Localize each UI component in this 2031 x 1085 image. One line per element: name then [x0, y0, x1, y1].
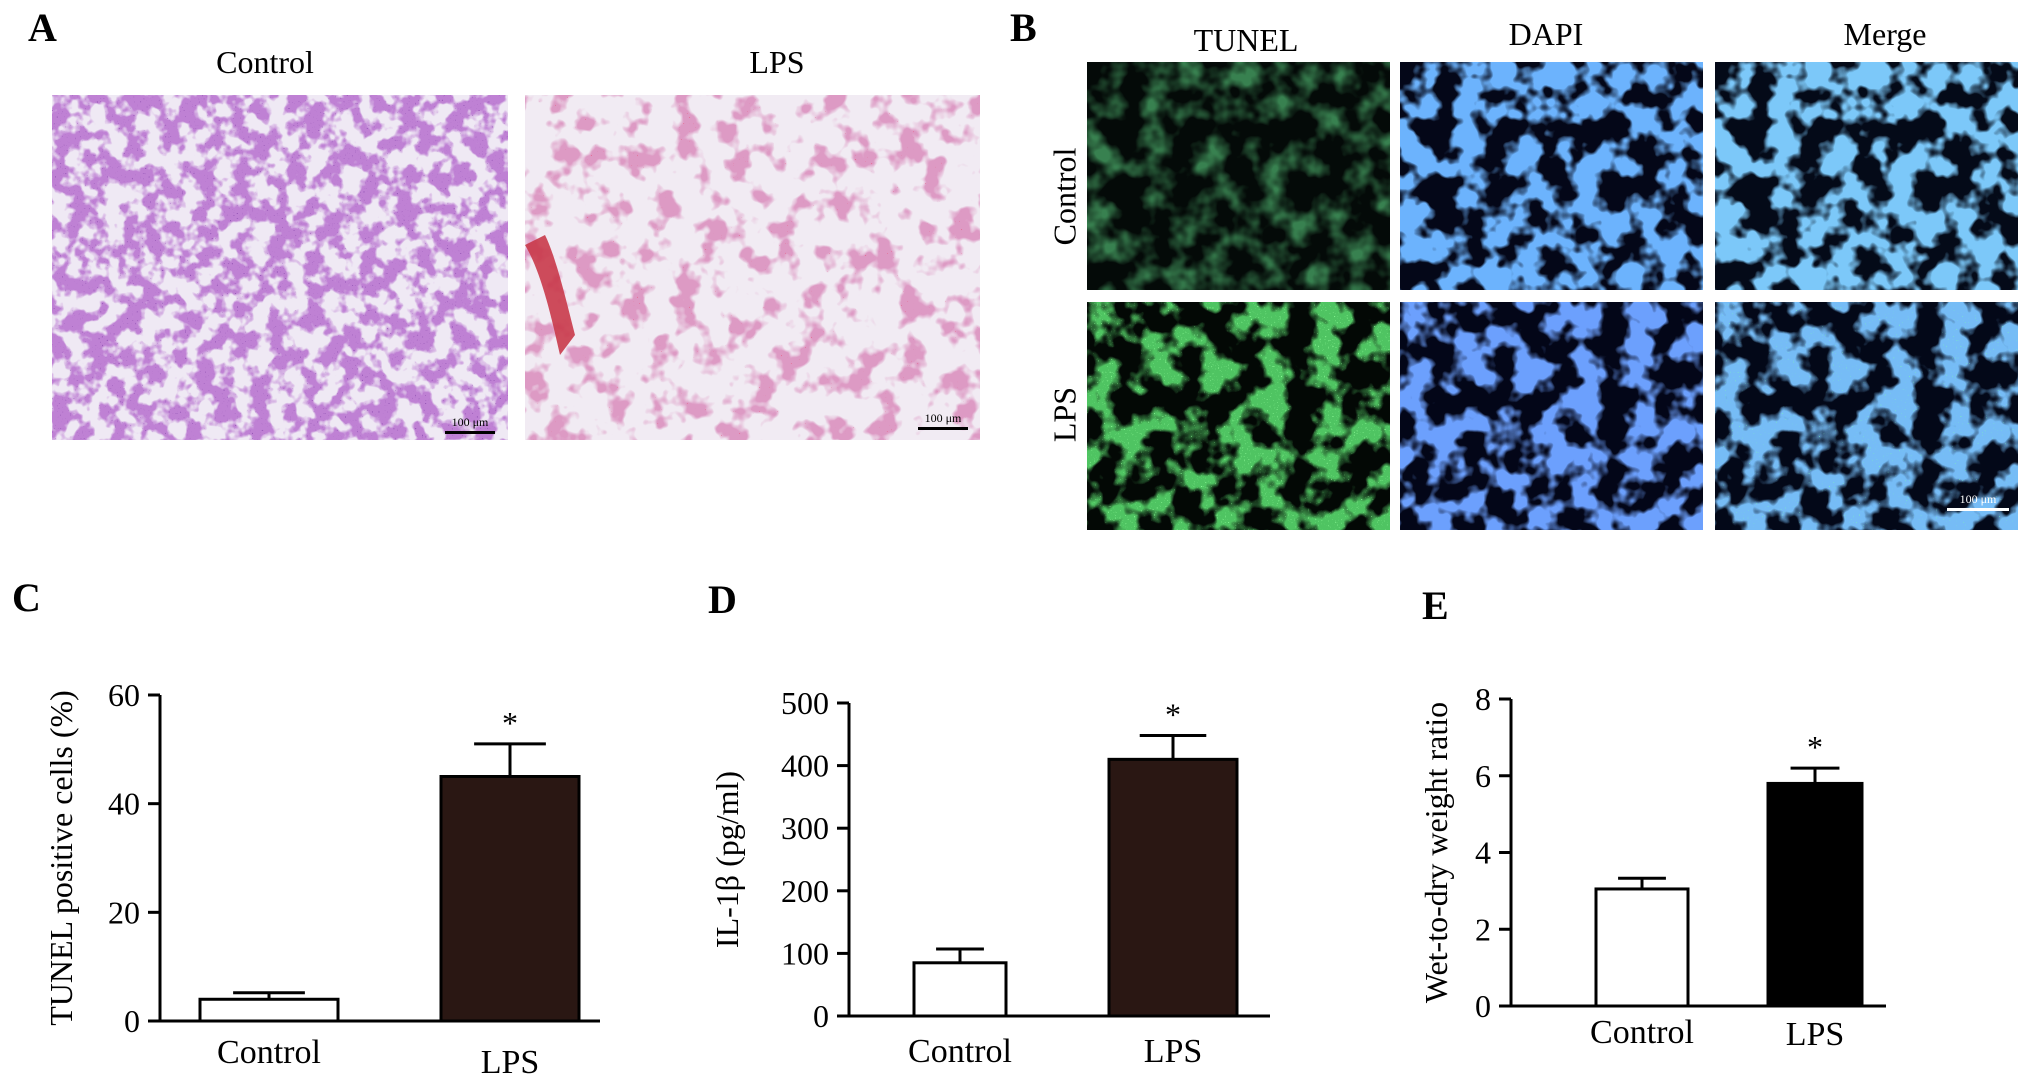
y-axis-label: IL-1β (pg/ml) — [709, 771, 745, 948]
fluor-dapi-lps — [1400, 302, 1703, 530]
y-tick-label: 0 — [124, 1003, 140, 1039]
y-axis-label: Wet-to-dry weight ratio — [1418, 702, 1454, 1003]
bar — [1766, 781, 1864, 1008]
scale-bar-line — [918, 427, 968, 430]
y-tick-label: 60 — [108, 677, 140, 713]
fluor-merge-lps: 100 μm — [1715, 302, 2018, 530]
significance-label: * — [1807, 729, 1823, 765]
y-tick-label: 6 — [1475, 758, 1491, 794]
scale-bar-line — [1947, 508, 2009, 511]
panel-letter-c: C — [12, 575, 41, 620]
y-tick-label: 200 — [781, 873, 829, 909]
y-tick-label: 100 — [781, 935, 829, 971]
fluor-header-dapi: DAPI — [1508, 16, 1584, 52]
fluor-dapi-control — [1400, 62, 1703, 290]
x-tick-label: Control — [1590, 1014, 1694, 1051]
bar — [1107, 757, 1239, 1018]
fluor-merge-control — [1715, 62, 2018, 290]
bar — [912, 961, 1008, 1018]
y-tick-label: 0 — [1475, 988, 1491, 1024]
fluor-tunel-lps-svg — [1087, 302, 1390, 530]
panel-letter-d: D — [708, 577, 737, 622]
fluor-header-tunel: TUNEL — [1193, 22, 1299, 58]
y-tick-label: 300 — [781, 810, 829, 846]
y-axis-label: TUNEL positive cells (%) — [43, 690, 79, 1026]
he-lps-svg — [525, 95, 980, 440]
y-tick-label: 20 — [108, 894, 140, 930]
he-header-control: Control — [216, 44, 314, 80]
he-image-lps: 100 μm — [525, 95, 980, 440]
he-image-control: 100 μm — [52, 95, 508, 440]
y-tick-label: 2 — [1475, 911, 1491, 947]
scale-bar-line — [445, 431, 495, 434]
x-tick-label: LPS — [481, 1044, 540, 1081]
scale-bar-a-control: 100 μm — [442, 415, 498, 434]
panel-letter-e: E — [1422, 583, 1449, 628]
x-tick-label: Control — [217, 1034, 321, 1071]
scale-bar-a-lps: 100 μm — [915, 411, 971, 430]
he-control-svg — [52, 95, 508, 440]
y-tick-label: 0 — [813, 998, 829, 1034]
he-header-lps: LPS — [749, 44, 805, 80]
scale-bar-label: 100 μm — [924, 411, 962, 425]
scale-bar-label: 100 μm — [451, 415, 489, 429]
y-tick-label: 4 — [1475, 835, 1491, 871]
x-tick-label: Control — [908, 1033, 1012, 1070]
bar — [439, 775, 581, 1023]
fluor-tunel-lps — [1087, 302, 1390, 530]
y-tick-label: 500 — [781, 685, 829, 721]
y-tick-label: 40 — [108, 786, 140, 822]
fluor-dapi-control-svg — [1400, 62, 1703, 290]
fluor-merge-lps-svg — [1715, 302, 2018, 530]
x-tick-label: LPS — [1144, 1033, 1203, 1070]
significance-label: * — [502, 705, 518, 741]
y-tick-label: 400 — [781, 748, 829, 784]
scale-bar-b: 100 μm — [1943, 492, 2013, 511]
x-tick-label: LPS — [1786, 1016, 1845, 1053]
fluor-merge-control-svg — [1715, 62, 2018, 290]
fluor-tunel-control-svg — [1087, 62, 1390, 290]
y-tick-label: 8 — [1475, 681, 1491, 717]
bar — [1594, 887, 1690, 1008]
fluor-header-merge: Merge — [1843, 16, 1927, 52]
scale-bar-label: 100 μm — [1959, 492, 1997, 506]
fluor-dapi-lps-svg — [1400, 302, 1703, 530]
panel-letter-a: A — [28, 5, 57, 50]
fluor-tunel-control — [1087, 62, 1390, 290]
panel-letter-b: B — [1010, 5, 1037, 50]
bar — [198, 997, 340, 1023]
significance-label: * — [1165, 697, 1181, 733]
